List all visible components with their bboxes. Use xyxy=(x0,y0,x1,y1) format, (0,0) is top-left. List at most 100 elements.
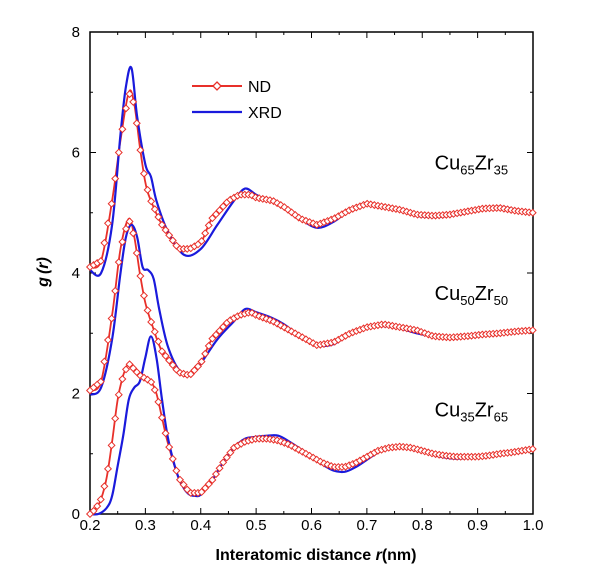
nd-marker xyxy=(165,356,174,365)
nd-marker xyxy=(103,464,113,473)
nd-marker xyxy=(107,314,116,323)
nd-marker xyxy=(193,362,202,371)
nd-marker xyxy=(125,217,134,226)
nd-marker xyxy=(215,206,224,215)
y-axis-title: g(r) xyxy=(35,257,52,288)
nd-marker xyxy=(197,237,206,246)
nd-marker xyxy=(283,205,292,214)
nd-marker xyxy=(150,205,159,214)
markers-layer xyxy=(85,90,537,519)
nd-marker xyxy=(132,119,141,128)
nd-marker xyxy=(219,202,228,211)
nd-marker xyxy=(215,326,224,335)
nd-marker xyxy=(114,258,123,267)
nd-marker xyxy=(125,360,134,369)
nd-marker xyxy=(136,146,145,155)
composition-label: Cu35Zr65 xyxy=(435,399,508,424)
nd-marker xyxy=(215,464,224,473)
nd-marker xyxy=(287,208,296,217)
nd-marker xyxy=(316,457,325,466)
nd-marker xyxy=(121,365,131,374)
x-tick-label: 0.7 xyxy=(356,517,377,534)
nd-marker xyxy=(280,323,289,332)
nd-marker xyxy=(143,306,152,315)
nd-marker xyxy=(175,475,184,484)
nd-marker xyxy=(204,480,213,489)
nd-marker xyxy=(208,214,217,223)
composition-label-sub1: 50 xyxy=(460,293,474,308)
composition-label-sub1: 65 xyxy=(460,162,474,177)
nd-marker xyxy=(150,385,159,394)
series-nd-markers-Cu65Zr35 xyxy=(85,90,537,271)
y-tick-label: 0 xyxy=(72,506,80,523)
nd-marker xyxy=(276,321,285,330)
legend: ND XRD xyxy=(192,79,282,122)
legend-nd-label: ND xyxy=(248,79,271,96)
nd-marker xyxy=(111,414,120,423)
nd-marker xyxy=(96,377,105,386)
nd-marker xyxy=(204,221,213,230)
nd-marker xyxy=(211,210,220,219)
x-tick-label: 0.8 xyxy=(412,517,433,534)
nd-marker xyxy=(150,327,159,336)
nd-marker xyxy=(197,357,206,366)
nd-marker xyxy=(204,341,213,350)
nd-marker xyxy=(211,470,220,479)
nd-marker xyxy=(118,237,127,246)
nd-marker xyxy=(528,444,537,453)
nd-marker xyxy=(190,366,199,375)
nd-marker xyxy=(118,125,127,134)
nd-marker xyxy=(154,212,163,221)
series-xrd-line-Cu35Zr65 xyxy=(89,335,534,516)
nd-marker xyxy=(157,220,166,229)
nd-marker xyxy=(107,199,116,208)
nd-marker xyxy=(197,488,206,497)
nd-marker xyxy=(96,495,105,504)
nd-marker xyxy=(129,364,138,373)
axis-ticks xyxy=(89,31,534,515)
nd-marker xyxy=(157,413,166,422)
nd-marker xyxy=(168,454,177,463)
nd-marker xyxy=(100,482,109,491)
series-nd-line-Cu35Zr65 xyxy=(89,362,534,515)
nd-marker xyxy=(269,317,278,326)
nd-marker xyxy=(273,199,282,208)
series-nd-markers-Cu35Zr65 xyxy=(85,360,537,519)
composition-label-sub2: 35 xyxy=(494,162,508,177)
nd-marker xyxy=(114,390,123,399)
composition-label-base: Cu xyxy=(435,399,461,421)
nd-marker xyxy=(100,238,109,247)
nd-marker xyxy=(161,351,170,360)
annotations: Cu65Zr35 Cu 50 Zr 50 Cu35Zr65 xyxy=(435,152,508,424)
nd-marker xyxy=(89,506,98,515)
nd-marker xyxy=(132,249,141,258)
x-tick-label: 1.0 xyxy=(523,517,544,534)
x-tick-label: 0.9 xyxy=(467,517,488,534)
nd-marker xyxy=(168,236,177,245)
series-layer xyxy=(89,65,534,516)
nd-marker xyxy=(211,330,220,339)
nd-marker xyxy=(201,484,210,493)
series-xrd-line-Cu50Zr50 xyxy=(89,223,534,396)
nd-marker xyxy=(147,378,156,387)
y-tick-label: 6 xyxy=(72,145,80,162)
nd-marker xyxy=(528,208,537,217)
nd-marker xyxy=(165,443,174,452)
nd-marker xyxy=(143,185,152,194)
nd-marker xyxy=(111,286,120,295)
legend-nd-marker xyxy=(212,81,222,91)
x-tick-label: 0.2 xyxy=(80,517,101,534)
nd-marker xyxy=(247,191,256,200)
nd-marker xyxy=(93,502,102,511)
x-axis-title: Interatomic distance r(nm) xyxy=(216,547,417,564)
series-nd-line-Cu65Zr35 xyxy=(89,89,534,269)
composition-label-sub2: 50 xyxy=(494,293,508,308)
nd-marker xyxy=(247,308,256,317)
nd-marker xyxy=(222,453,231,462)
composition-label-mid: Zr xyxy=(475,152,494,174)
nd-marker xyxy=(154,337,163,346)
composition-label: Cu65Zr35 xyxy=(435,152,508,177)
nd-marker xyxy=(114,148,123,157)
nd-marker xyxy=(280,203,289,212)
